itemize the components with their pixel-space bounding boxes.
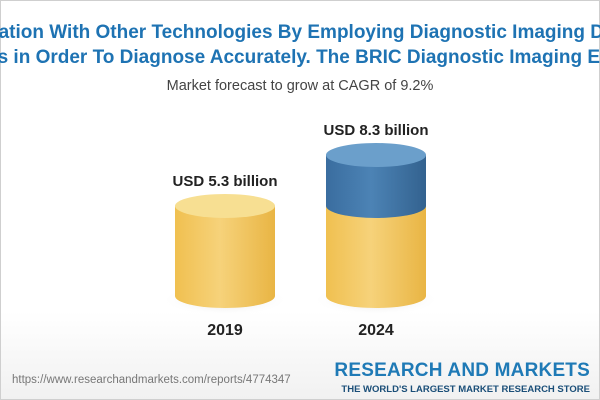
headline-line-1: nation With Other Technologies By Employ… <box>0 22 600 43</box>
cylinder-base-body <box>326 205 426 308</box>
report-url[interactable]: https://www.researchandmarkets.com/repor… <box>12 374 291 386</box>
cylinder-top <box>175 193 275 218</box>
brand-name: RESEARCH AND MARKETS <box>334 360 590 381</box>
brand-tagline: THE WORLD'S LARGEST MARKET RESEARCH STOR… <box>341 384 590 395</box>
chart-subtitle: Market forecast to grow at CAGR of 9.2% <box>166 78 434 94</box>
category-label: 2024 <box>358 322 394 339</box>
brand-logo: RESEARCH AND MARKETS THE WORLD'S LARGEST… <box>334 360 590 395</box>
value-label: USD 8.3 billion <box>323 122 428 139</box>
headline-line-2: es in Order To Diagnose Accurately. The … <box>0 47 600 68</box>
cylinder-growth-body <box>326 155 426 218</box>
category-label: 2019 <box>207 322 243 339</box>
cylinder-2024: USD 8.3 billion 2024 <box>312 122 440 339</box>
value-label: USD 5.3 billion <box>172 173 277 190</box>
cylinder-2019: USD 5.3 billion 2019 <box>161 173 289 339</box>
cylinder-top <box>326 143 426 167</box>
cylinder-base-body <box>175 205 275 308</box>
